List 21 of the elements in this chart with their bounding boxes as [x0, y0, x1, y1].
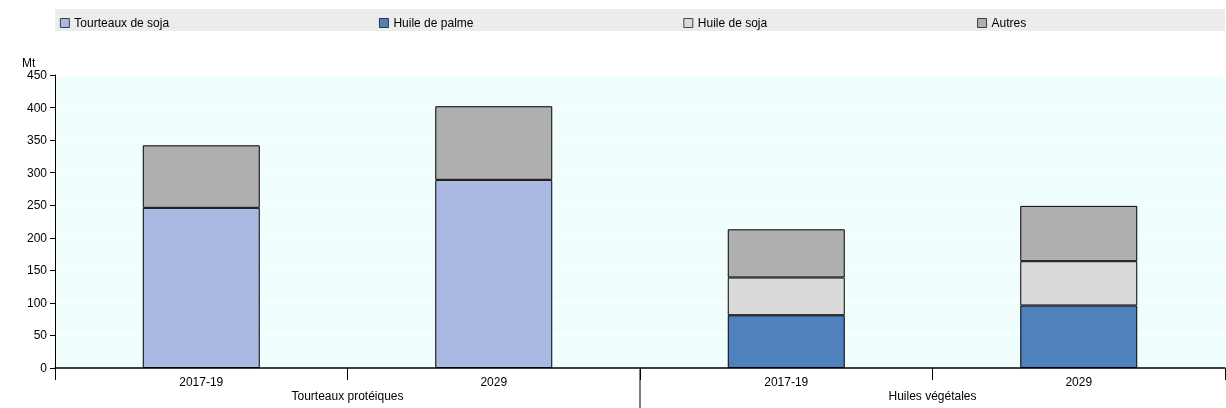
- y-tick-label: 450: [26, 68, 48, 82]
- x-tick-label: 2029: [480, 375, 508, 389]
- y-tick-label: 0: [40, 361, 48, 375]
- y-tick-label: 100: [26, 295, 48, 310]
- y-tick-label: 50: [33, 328, 48, 343]
- x-tick-label: 2017-19: [179, 375, 224, 389]
- y-tick-label: 250: [26, 198, 48, 213]
- y-tick-label: 200: [26, 230, 48, 245]
- y-tick-label: 400: [26, 100, 48, 115]
- legend-label: Tourteaux de soja: [74, 16, 170, 30]
- legend-label: Autres: [991, 16, 1027, 30]
- text: Tourteaux protéiques: [291, 389, 404, 403]
- legend-label: Huile de soja: [697, 16, 768, 30]
- x-tick-label: 2017-19: [764, 375, 809, 389]
- x-tick-label: 2029: [1065, 375, 1093, 389]
- y-tick-label: 350: [26, 133, 48, 148]
- y-tick-label: 150: [26, 263, 48, 278]
- y-tick-label: 300: [26, 165, 48, 180]
- legend-label: Huile de palme: [393, 16, 474, 30]
- text: Huiles végétales: [888, 389, 977, 403]
- y-axis-title: Mt: [22, 56, 36, 70]
